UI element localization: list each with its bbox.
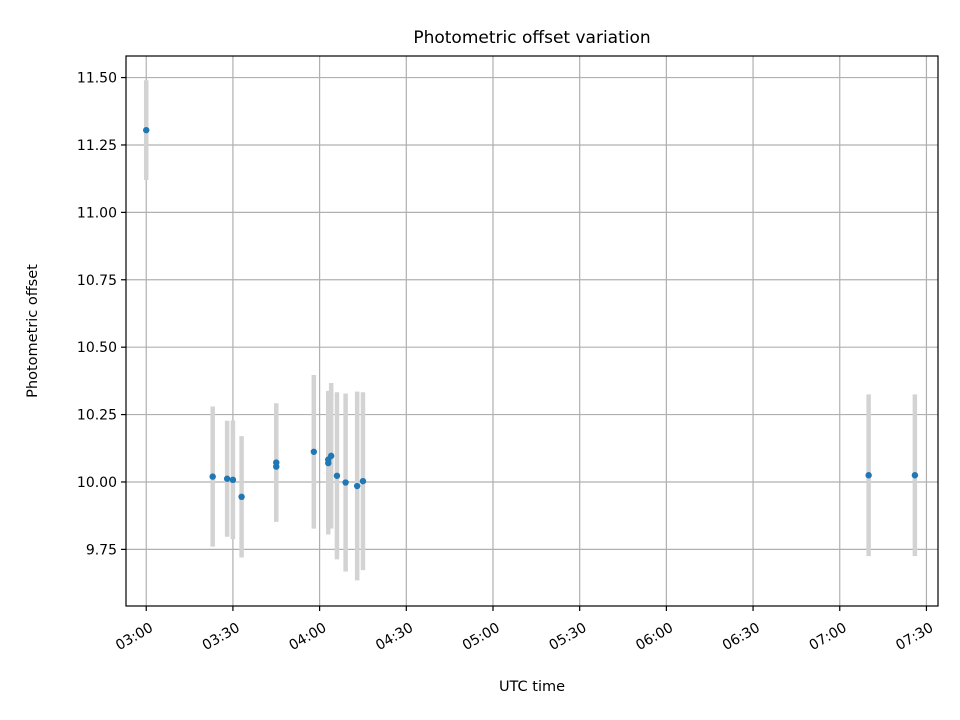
data-point	[342, 479, 349, 486]
data-point	[325, 459, 332, 467]
y-tick-label: 11.00	[77, 205, 117, 221]
data-point	[209, 473, 216, 480]
y-axis-label: Photometric offset	[25, 264, 41, 398]
data-point	[143, 126, 150, 134]
data-point	[238, 493, 245, 501]
x-tick-label: 06:00	[633, 620, 676, 654]
data-point	[865, 472, 872, 479]
point-layer	[143, 126, 919, 501]
x-tick-label: 05:30	[547, 620, 590, 654]
data-point	[359, 477, 367, 485]
plot-frame	[125, 55, 939, 607]
y-tick-label: 10.75	[77, 273, 117, 289]
data-point	[273, 459, 280, 466]
data-point	[911, 472, 919, 479]
y-tick-label: 9.75	[86, 542, 117, 558]
data-point	[310, 448, 318, 455]
data-point	[223, 475, 231, 482]
x-tick-label: 03:00	[113, 620, 156, 654]
x-tick-label: 04:00	[286, 620, 329, 654]
data-point	[229, 476, 237, 484]
data-point	[333, 472, 341, 479]
y-tick-label: 10.50	[77, 340, 117, 356]
data-point	[327, 452, 335, 460]
tick-layer: 03:00 03:30 04:00 04:30 05:00 05:30 06:00 06:30…	[77, 71, 936, 654]
errorbar-layer	[143, 80, 918, 581]
grid-layer	[126, 56, 938, 606]
x-tick-label: 07:30	[893, 620, 936, 654]
x-tick-label: 06:30	[720, 620, 763, 654]
x-tick-label: 04:30	[373, 620, 416, 654]
data-point	[353, 482, 361, 490]
x-tick-label: 07:00	[807, 620, 850, 654]
y-tick-label: 11.50	[77, 71, 117, 87]
x-tick-label: 05:00	[460, 620, 503, 654]
x-axis-label: UTC time	[499, 679, 565, 695]
y-tick-label: 10.25	[77, 408, 117, 424]
y-tick-label: 11.25	[77, 138, 117, 154]
y-tick-label: 10.00	[77, 475, 117, 491]
chart-title: Photometric offset variation	[413, 28, 650, 48]
x-tick-label: 03:30	[200, 620, 243, 654]
